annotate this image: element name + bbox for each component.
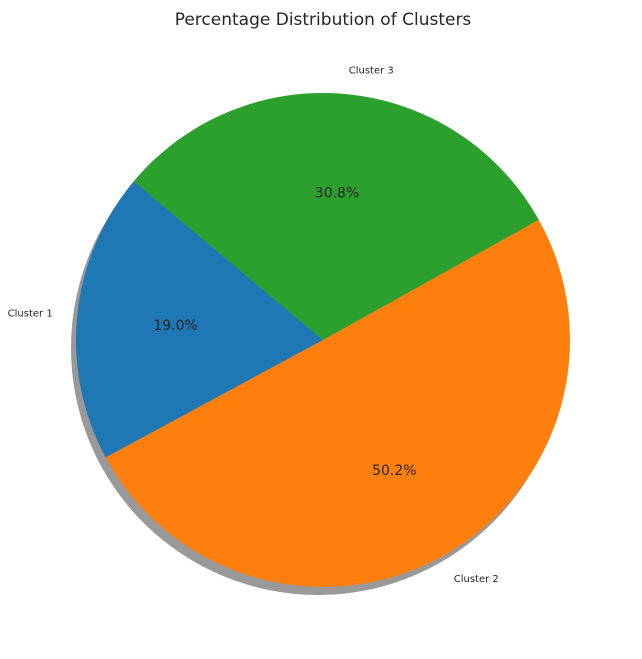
slice-cluster-2 — [105, 219, 570, 587]
slice-cluster-3 — [133, 93, 539, 341]
slice-cluster-1 — [75, 181, 323, 458]
chart-title: Percentage Distribution of Clusters — [175, 10, 472, 30]
label-cluster-2: Cluster 2 — [454, 574, 499, 585]
pct-label-cluster-2: 50.2% — [372, 463, 416, 479]
pie-slices — [75, 93, 570, 587]
pie-labels: Cluster 1 19.0% Cluster 2 50.2% Cluster 3 30.… — [8, 66, 499, 586]
label-cluster-3: Cluster 3 — [349, 66, 394, 77]
label-cluster-1: Cluster 1 — [8, 309, 53, 320]
pct-label-cluster-1: 19.0% — [153, 318, 197, 334]
pct-label-cluster-3: 30.8% — [315, 185, 359, 201]
